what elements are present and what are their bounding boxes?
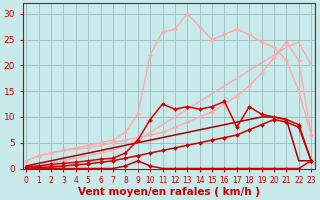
X-axis label: Vent moyen/en rafales ( km/h ): Vent moyen/en rafales ( km/h )	[78, 187, 260, 197]
